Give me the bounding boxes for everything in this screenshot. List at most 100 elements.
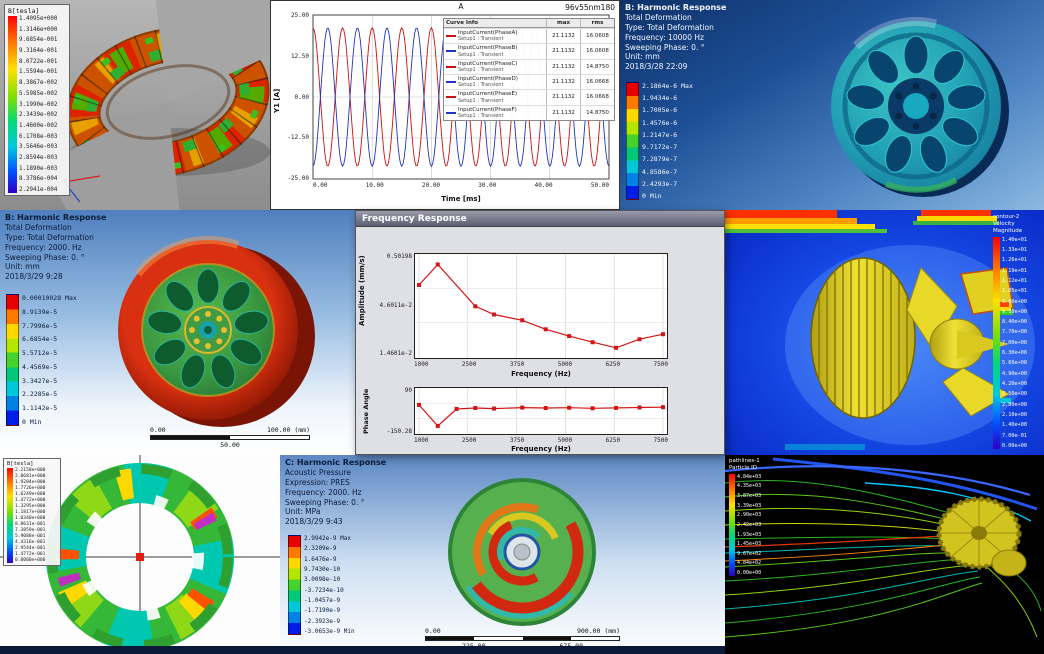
x-tick-label: 0.00 <box>313 182 328 189</box>
legend-value: 0.00010028 Max <box>22 294 77 302</box>
phase-axis-title: Phase Angle <box>362 388 370 434</box>
y-tick-label: -25.00 <box>287 175 309 182</box>
legend-value: 1.4600e-002 <box>19 122 58 129</box>
legend-value: 1.12e+01 <box>1002 277 1027 284</box>
legend-value: 1.2147e-6 <box>642 130 678 139</box>
curve-rms: 16.0608 <box>580 44 614 59</box>
legend-value: 8.3867e-002 <box>19 80 58 87</box>
ruler-max: 900.00 (mm) <box>576 627 620 635</box>
result-title: C: Harmonic Response <box>285 458 387 467</box>
rotor-viewport-10000hz[interactable] <box>620 0 1044 210</box>
legend-value: 4.84e+03 <box>737 473 762 480</box>
phase-plot[interactable] <box>414 387 668 435</box>
legend-value: 3.39e+03 <box>737 502 762 509</box>
panel-particle-streamlines: pathlines-1 Particle ID 4.84e+03 4.35e+03… <box>725 455 1044 654</box>
ruler-bar <box>150 435 310 440</box>
amplitude-axis-title: Amplitude (mm/s) <box>358 255 366 327</box>
curve-max: 21.1132 <box>546 29 580 44</box>
panel-cfd-velocity: contour-2 Velocity Magnitude 1.40e+01 1.3… <box>725 210 1044 455</box>
window-titlebar[interactable]: Frequency Response <box>356 211 724 227</box>
result-info-line: Unit: mm <box>625 52 660 62</box>
legend-value: 8.9139e-5 <box>22 307 58 316</box>
result-info-line: Expression: PRES <box>285 478 350 488</box>
result-info-line: Type: Total Deformation <box>625 23 714 33</box>
result-info-line: 2018/3/28 22:09 <box>625 62 688 72</box>
legend-value: 2.3439e-002 <box>19 112 58 119</box>
curve-swatch <box>446 96 456 99</box>
legend-colorbar <box>288 535 301 635</box>
phase-y-ticks: 90 -150.28 <box>370 387 412 435</box>
legend-value: 9.67e+02 <box>737 550 762 557</box>
result-info-line: Total Deformation <box>5 223 72 233</box>
legend-value: 4.35e+03 <box>737 483 762 490</box>
legend-value: -3.0653e-9 Min <box>304 627 355 635</box>
amplitude-plot[interactable] <box>414 253 668 359</box>
flux-ring-viewport[interactable] <box>0 455 280 654</box>
curve-rms: 16.0668 <box>580 74 614 90</box>
window-title: Frequency Response <box>362 213 467 224</box>
legend-value: 2.0681e+000 <box>15 474 46 479</box>
legend-value: 1.4576e-6 <box>642 118 678 127</box>
legend-value: 7.7996e-5 <box>22 321 58 330</box>
result-info-block: B: Harmonic Response Total Deformation Ty… <box>625 3 726 72</box>
legend-value: 1.1142e-5 <box>22 404 58 413</box>
legend-value: 7.2879e-7 <box>642 155 678 164</box>
curve-rms: 14.8750 <box>580 59 614 74</box>
legend-value: 2.2158e+000 <box>15 468 46 473</box>
curve-col-header: Curve Info <box>446 20 479 26</box>
result-info-line: Sweeping Phase: 0. ° <box>5 252 85 262</box>
curve-name: InputCurrent(PhaseC) <box>458 60 518 67</box>
deformation-legend: 2.1864e-6 Max 1.9434e-6 1.7005e-6 1.4576e-6… <box>626 82 693 200</box>
result-info-line: Type: Total Deformation <box>5 233 94 243</box>
curve-legend-row: InputCurrent(PhaseD) Setup1 : Transient 2… <box>444 73 614 90</box>
result-info-lines: Total Deformation Type: Total Deformation… <box>625 13 726 72</box>
amplitude-y-ticks: 0.50198 4.6011e-2 1.4601e-2 <box>370 253 412 357</box>
legend-value: 8.8631e-001 <box>15 522 46 527</box>
x-tick-label: 7500 <box>653 361 668 368</box>
legend-value: 7.00e+00 <box>1002 339 1027 346</box>
pressure-legend: 2.9942e-9 Max 2.3209e-9 1.6476e-9 9.7430e-1… <box>288 535 355 635</box>
legend-value: 2.42e+03 <box>737 521 762 528</box>
y-tick-label: -12.50 <box>287 134 309 142</box>
legend-value: 2.8594e-003 <box>19 154 58 161</box>
phase-x-title: Frequency (Hz) <box>511 445 571 453</box>
legend-value: 1.6249e+000 <box>15 492 46 497</box>
x-axis-ticks: 0.00 10.00 20.00 30.00 40.00 50.00 <box>313 182 609 189</box>
rms-col-header: rms <box>580 19 614 27</box>
legend-value: 1.9434e-6 <box>642 94 678 103</box>
curve-setup: Setup1 : Transient <box>458 112 504 119</box>
y-tick-label: 90 <box>404 387 412 394</box>
legend-value: 1.5594e-001 <box>19 69 58 76</box>
legend-value: 5.5712e-5 <box>22 349 58 358</box>
cfd-velocity-viewport[interactable] <box>725 210 1044 455</box>
rotor-viewport-2000hz[interactable] <box>0 210 360 455</box>
ruler-min: 0.00 <box>425 627 441 635</box>
flux-torus-viewport[interactable] <box>0 0 270 210</box>
curve-rms: 16.0668 <box>580 90 614 105</box>
result-info-lines: Acoustic Pressure Expression: PRES Frequen… <box>285 468 386 527</box>
ruler-max: 100.00 (mm) <box>266 426 310 434</box>
x-tick-label: 20.00 <box>421 182 441 189</box>
curve-swatch <box>446 81 456 84</box>
y-tick-label: -150.28 <box>386 428 412 435</box>
legend-title: Particle ID <box>729 464 757 471</box>
acoustic-disc-viewport[interactable] <box>280 455 725 654</box>
legend-title: Velocity Magnitude <box>993 220 1023 234</box>
legend-value: 1.45e+03 <box>737 541 762 548</box>
legend-values: 2.1864e-6 Max 1.9434e-6 1.7005e-6 1.4576e-6… <box>642 82 693 200</box>
streamlines-viewport[interactable] <box>725 455 1044 654</box>
legend-values: 1.4095e+000 1.3146e+000 9.6854e-001 9.3164e… <box>19 16 57 193</box>
legend-value: 1.9204e+000 <box>15 480 46 485</box>
legend-value: 1.93e+03 <box>737 531 762 538</box>
result-title: B: Harmonic Response <box>5 213 107 222</box>
x-tick-label: 2500 <box>461 437 477 444</box>
y-tick-label: 1.4601e-2 <box>379 350 412 357</box>
legend-value: 9.3164e-001 <box>19 48 58 55</box>
legend-value: 1.7005e-6 <box>642 106 678 115</box>
scale-ruler: 0.00 100.00 (mm) 50.00 <box>150 426 310 449</box>
legend-value: 1.19e+01 <box>1002 267 1027 274</box>
model-label: 96v55nm180 <box>565 3 615 12</box>
legend-value: 3.50e+00 <box>1002 391 1027 398</box>
x-tick-label: 5000 <box>557 437 573 444</box>
flux-legend: B[tesla] 1.4095e+000 1.3146e+000 9.6854e-0… <box>4 4 70 196</box>
